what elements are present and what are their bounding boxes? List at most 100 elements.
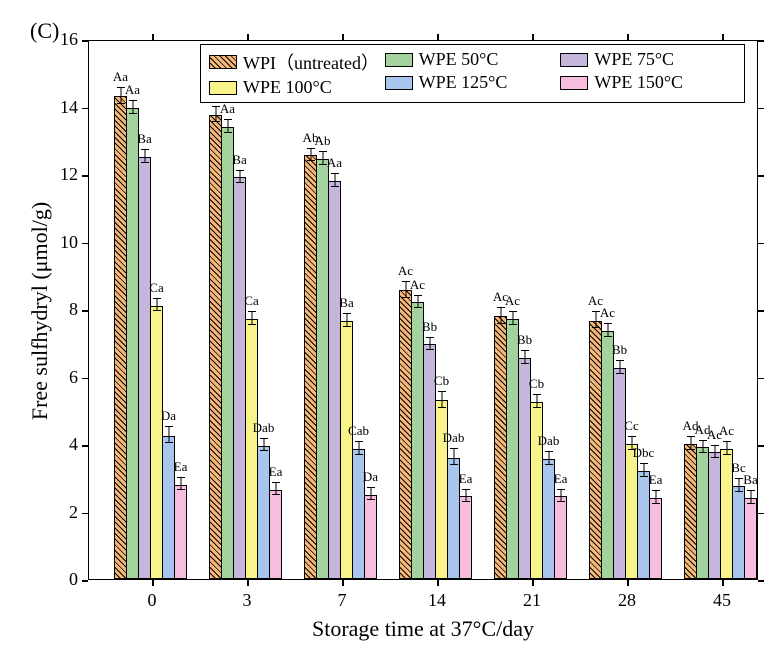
bar-group: AcAcBbCbDabEa (494, 41, 572, 579)
y-tick (758, 580, 764, 582)
legend-item: WPE 50°C (385, 49, 561, 70)
y-tick (758, 243, 764, 245)
error-cap (212, 106, 220, 107)
error-bar (310, 148, 311, 162)
bar-label: Ac (410, 277, 425, 293)
error-cap (248, 311, 256, 312)
error-cap (438, 391, 446, 392)
y-tick (82, 108, 88, 110)
bar-label: Ba (743, 472, 757, 488)
x-tick (437, 34, 439, 40)
x-tick (152, 34, 154, 40)
legend-item: WPE 100°C (209, 77, 385, 98)
error-cap (224, 132, 232, 133)
error-cap (723, 441, 731, 442)
error-cap (224, 119, 232, 120)
y-tick-label: 14 (48, 97, 78, 118)
bar-label: Ba (339, 295, 353, 311)
y-tick (82, 243, 88, 245)
error-cap (592, 311, 600, 312)
error-cap (367, 487, 375, 488)
error-bar (120, 87, 121, 104)
y-tick-label: 4 (48, 434, 78, 455)
error-cap (367, 499, 375, 500)
error-cap (141, 162, 149, 163)
error-bar (441, 391, 442, 408)
error-cap (462, 501, 470, 502)
error-cap (177, 489, 185, 490)
bar-label: Ba (232, 152, 246, 168)
error-cap (319, 151, 327, 152)
error-cap (426, 349, 434, 350)
error-bar (738, 478, 739, 492)
y-tick-label: 12 (48, 164, 78, 185)
error-bar (548, 451, 549, 465)
error-bar (690, 436, 691, 450)
error-bar (702, 440, 703, 454)
error-cap (687, 449, 695, 450)
error-cap (545, 464, 553, 465)
bar: Da (364, 495, 377, 579)
bar-label: Ea (174, 459, 188, 475)
bar-label: Aa (327, 155, 342, 171)
error-cap (616, 360, 624, 361)
error-cap (129, 100, 137, 101)
error-cap (402, 281, 410, 282)
error-bar (180, 477, 181, 491)
error-cap (414, 295, 422, 296)
y-tick (82, 378, 88, 380)
bar: Ea (649, 498, 662, 579)
y-tick (82, 40, 88, 42)
legend-swatch (209, 81, 237, 95)
error-cap (426, 337, 434, 338)
bar: Ea (459, 496, 472, 579)
legend-item: WPI（untreated） (209, 49, 385, 75)
bar-group: AcAcBbCbDabEa (399, 41, 477, 579)
x-tick-label: 28 (588, 590, 666, 611)
error-cap (141, 149, 149, 150)
x-tick-label: 3 (208, 590, 286, 611)
error-cap (117, 87, 125, 88)
error-cap (616, 373, 624, 374)
error-bar (239, 170, 240, 184)
error-bar (726, 441, 727, 455)
legend-swatch (385, 76, 413, 90)
error-bar (643, 463, 644, 477)
error-cap (497, 307, 505, 308)
bar-group: AdAdAcAcBcBa (684, 41, 762, 579)
error-bar (560, 489, 561, 503)
x-tick (342, 34, 344, 40)
error-cap (509, 311, 517, 312)
error-cap (628, 436, 636, 437)
error-cap (165, 426, 173, 427)
x-tick (247, 34, 249, 40)
error-cap (438, 407, 446, 408)
error-bar (144, 149, 145, 163)
x-tick (627, 34, 629, 40)
error-bar (714, 445, 715, 459)
error-cap (533, 394, 541, 395)
error-cap (652, 490, 660, 491)
bar-label: Dab (253, 420, 275, 436)
error-bar (156, 298, 157, 312)
y-tick (82, 310, 88, 312)
error-cap (711, 445, 719, 446)
error-cap (450, 448, 458, 449)
error-cap (687, 436, 695, 437)
y-tick (758, 310, 764, 312)
bar-label: Bb (612, 342, 627, 358)
y-tick (758, 108, 764, 110)
error-bar (453, 448, 454, 465)
error-cap (521, 350, 529, 351)
error-cap (509, 324, 517, 325)
legend: WPI（untreated）WPE 100°CWPE 50°CWPE 125°C… (200, 44, 745, 103)
bar-label: Ea (649, 472, 663, 488)
error-cap (652, 503, 660, 504)
error-bar (607, 323, 608, 337)
y-tick-label: 16 (48, 29, 78, 50)
legend-label: WPE 125°C (419, 72, 508, 93)
error-bar (275, 482, 276, 496)
error-cap (521, 363, 529, 364)
error-bar (524, 350, 525, 364)
bar-label: Ea (459, 471, 473, 487)
